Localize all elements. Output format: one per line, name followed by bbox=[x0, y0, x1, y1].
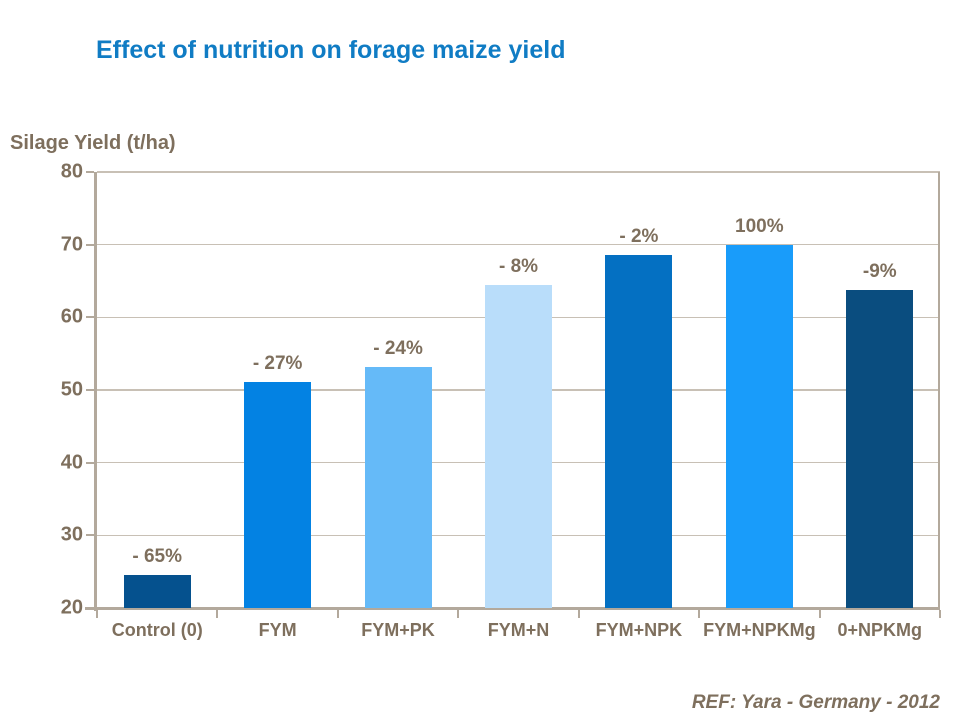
y-axis-tick-label: 50 bbox=[60, 378, 83, 401]
x-axis-label: 0+NPKMg bbox=[837, 620, 923, 640]
bar bbox=[725, 244, 793, 608]
bar bbox=[846, 290, 914, 608]
y-axis-tick bbox=[86, 316, 94, 319]
x-axis-tick bbox=[216, 609, 219, 618]
bar-value-label: - 24% bbox=[373, 337, 423, 359]
x-axis-label: Control (0) bbox=[111, 620, 203, 640]
x-axis-tick bbox=[336, 609, 339, 618]
x-axis-tick bbox=[96, 609, 98, 618]
y-axis-tick-label: 80 bbox=[60, 160, 83, 183]
x-axis-line bbox=[85, 606, 940, 610]
x-axis-tick bbox=[939, 609, 941, 618]
bar bbox=[605, 254, 673, 608]
y-axis-tick-label: 60 bbox=[60, 305, 83, 328]
x-axis-tick bbox=[577, 609, 580, 618]
y-axis-tick bbox=[86, 389, 94, 391]
bar bbox=[244, 382, 312, 608]
x-axis-tick bbox=[818, 609, 821, 618]
y-axis-tick-label: 70 bbox=[60, 233, 83, 256]
bar-value-label: - 27% bbox=[252, 353, 303, 375]
y-axis-tick-label: 40 bbox=[60, 451, 83, 474]
gridline bbox=[97, 243, 940, 246]
bar-value-label: -9% bbox=[862, 261, 897, 283]
y-axis-tick bbox=[86, 534, 94, 537]
reference-text: REF: Yara - Germany - 2012 bbox=[691, 692, 940, 713]
x-axis-tick bbox=[698, 609, 701, 618]
y-axis-tick-label: 30 bbox=[60, 523, 83, 546]
bar bbox=[364, 366, 432, 608]
plot-area: 20 30 40 50 60 70 80 - 65% Control (0) - 27% FYM - … bbox=[61, 161, 941, 640]
bar-value-label: - 8% bbox=[498, 256, 539, 278]
bar bbox=[123, 575, 191, 608]
x-axis-label: FYM+PK bbox=[361, 620, 435, 640]
y-axis-title: Silage Yield (t/ha) bbox=[10, 132, 176, 154]
x-axis-tick bbox=[457, 609, 460, 618]
y-axis-tick bbox=[86, 243, 94, 246]
bar-value-label: 100% bbox=[735, 215, 784, 237]
y-axis-tick-label: 20 bbox=[60, 596, 83, 619]
chart-title: Effect of nutrition on forage maize yiel… bbox=[96, 36, 566, 64]
plot-right-border bbox=[938, 172, 940, 608]
x-axis-label: FYM+NPK bbox=[595, 620, 683, 640]
y-axis-line bbox=[94, 172, 97, 611]
x-axis-label: FYM+N bbox=[487, 620, 550, 640]
gridline bbox=[97, 171, 940, 173]
x-axis-label: FYM+NPKMg bbox=[703, 620, 816, 640]
x-axis-label: FYM bbox=[258, 620, 297, 640]
y-axis-tick bbox=[86, 461, 94, 464]
bar bbox=[485, 285, 552, 608]
bar-value-label: - 2% bbox=[619, 225, 659, 247]
y-axis-tick bbox=[86, 171, 94, 173]
bar-value-label: - 65% bbox=[132, 546, 183, 568]
